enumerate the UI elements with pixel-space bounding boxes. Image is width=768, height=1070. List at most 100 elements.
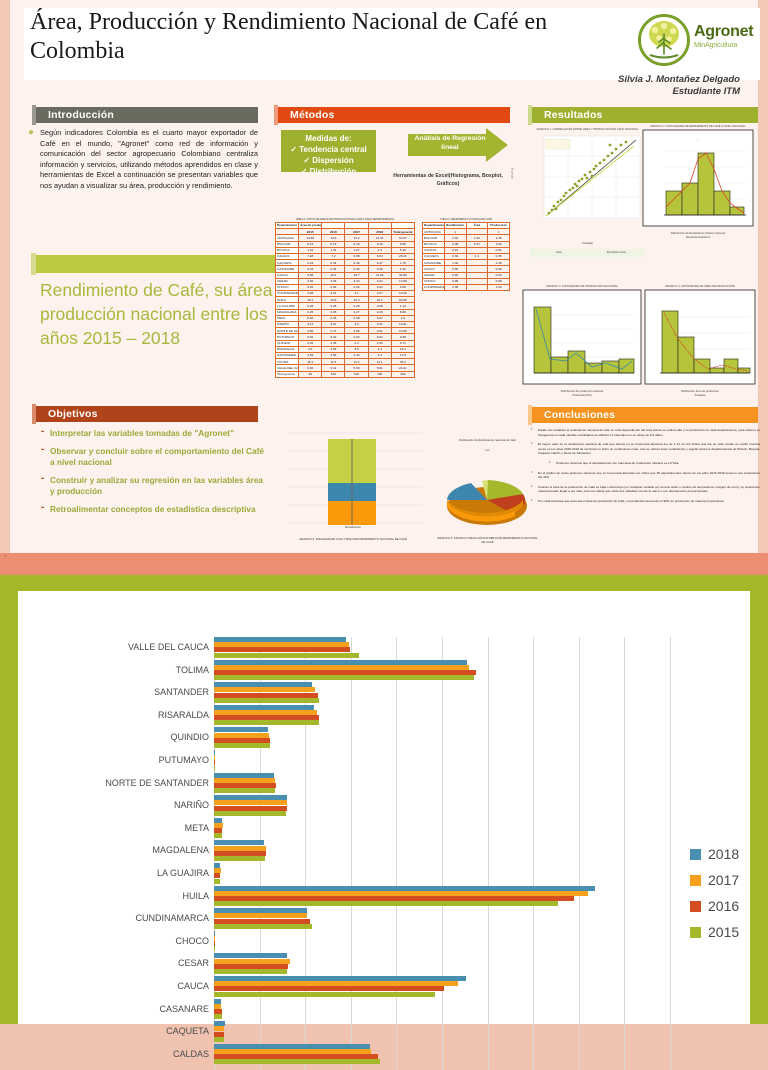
pie-title: Distribución de Rendimiento nacional de …	[459, 438, 516, 442]
scatter-caption: GRAFICO 1. CORRELACIÓN ENTRE ÁREA Y PROD…	[536, 128, 639, 131]
objetivos-list: Interpretar las variables tomadas de "Ag…	[40, 426, 264, 522]
list-item: Cuando el área de la producción de Café …	[530, 484, 760, 494]
list-item: El mayor valor en el rendimiento naciona…	[530, 441, 760, 456]
author-name: Silvia J. Montañez Delgado	[618, 74, 740, 85]
bar-2018	[214, 795, 288, 801]
category-label: VALLE DEL CAUCA	[127, 642, 209, 652]
section-header-resultados: Resultados	[528, 105, 758, 125]
category-label: CAUCA	[177, 981, 209, 991]
hist3-caption: GRAFICO 4. HISTOGRAMA DE ÁREA DE PRODUCC…	[665, 285, 735, 288]
list-item: Construir y analizar su regresión en las…	[40, 473, 264, 497]
section-header-conclusiones: Conclusiones	[528, 405, 758, 425]
chart-gridline	[305, 637, 307, 1070]
bar-2017	[214, 868, 221, 874]
category-label: CESAR	[177, 958, 209, 969]
list-item: Observar y concluir sobre el comportamie…	[40, 444, 264, 468]
bar-2017	[214, 777, 275, 783]
bar-2016	[214, 963, 289, 969]
hist2-title: Distribución de producción nacional	[560, 390, 604, 393]
category-label: PUTUMAYO	[158, 755, 209, 765]
bar-chart-canvas: VALLE DEL CAUCA TOLIMA SANTANDER RISARALDA Q…	[18, 591, 750, 1070]
bar-2016	[214, 986, 445, 992]
bar-2018	[214, 817, 223, 823]
table-row: Total general 99 100 100 100 400	[274, 370, 416, 378]
bar-2015	[214, 1014, 222, 1020]
table-cell: NORTE DE SANTANDER	[274, 327, 300, 335]
bar-2015	[214, 856, 266, 861]
measures-title: Medidas de:	[305, 134, 352, 143]
bar-2017	[214, 664, 470, 670]
bar-2018	[214, 659, 468, 665]
bar-2015	[214, 675, 474, 681]
bar-2016	[214, 850, 266, 856]
bar-2017	[214, 913, 308, 919]
bar-2016	[214, 873, 221, 879]
tabla-rendimiento: Departamento Rendimiento Área Producción ANT…	[422, 221, 510, 292]
bar-2017	[214, 710, 317, 715]
bar-2015	[214, 1036, 224, 1042]
scatter-legend-item: Pronóstico Área	[606, 251, 626, 254]
pie-caption: GRAFICO 6. GRAFICO CIRCULAR DISTRIBUCIÓN…	[437, 536, 538, 544]
bar-2018	[214, 953, 288, 959]
chart-legend: 2018 2017 2016 2015	[690, 846, 739, 950]
table-cell: CUNDINAMARCA	[274, 290, 300, 298]
category-label: RISARALDA	[157, 709, 209, 720]
legend-item: 2018	[690, 846, 739, 862]
table-cell	[465, 283, 489, 292]
bar-2018	[214, 930, 215, 936]
hist1-xlabel: Rendimiento(ha/ton)	[685, 236, 711, 239]
table-cell: 1.06	[443, 283, 467, 292]
bar-2018	[214, 998, 222, 1004]
bar-2017	[214, 800, 287, 806]
bar-2016	[214, 1009, 222, 1014]
category-label: CAQUETA	[166, 1026, 209, 1037]
category-label: LA GUAJIRA	[156, 868, 209, 878]
histogram-area: GRAFICO 4. HISTOGRAMA DE ÁREA DE PRODUCC…	[644, 285, 756, 397]
column-header: Producción	[487, 221, 510, 230]
hist3-title: Distribución Área de producción	[680, 390, 720, 393]
column-header: Área de producción en año	[298, 221, 323, 230]
slide-marker: ’	[5, 556, 7, 562]
tabla-areas-wrapper: TABLA 1. DATOS DE AREAS DE PRODUCCIÓN DE…	[274, 218, 416, 378]
legend-label: 2017	[708, 872, 740, 888]
bar-chart-panel: VALLE DEL CAUCA TOLIMA SANTANDER RISARALDA Q…	[0, 575, 768, 1070]
histogram-rendimiento: GRAFICO 2. HISTOGRAMA DE RENDIMIENTO DE …	[642, 125, 754, 239]
measure-item: ✓ Distribución	[300, 167, 357, 176]
bar-2017	[214, 823, 223, 828]
measure-item: ✓ Tendencia central	[290, 145, 367, 154]
category-label: MAGDALENA	[152, 845, 209, 856]
chart-gridline	[578, 637, 580, 1070]
divider-band	[0, 553, 768, 575]
category-label: SANTANDER	[154, 687, 209, 698]
category-label: CASANARE	[159, 1003, 209, 1014]
bar-2015	[214, 743, 271, 748]
measure-item: ✓ Dispersión	[303, 156, 354, 165]
bar-2015	[214, 652, 359, 658]
table-cell: MAGDALENA	[274, 308, 300, 316]
chart-gridline	[487, 637, 489, 1070]
category-label: META	[184, 822, 209, 833]
bar-2017	[214, 755, 215, 761]
table-cell: 100	[344, 370, 369, 378]
tabla1-caption: TABLA 1. DATOS DE AREAS DE PRODUCCIÓN DE…	[295, 218, 395, 221]
table-cell: 99	[298, 370, 323, 378]
chart-gridline	[533, 637, 535, 1070]
legend-label: 2015	[708, 924, 740, 940]
metodos-side-note: Fuente	[510, 168, 514, 179]
bar-2018	[214, 727, 268, 733]
author-affiliation: Estudiante ITM	[672, 86, 740, 97]
logo-wordmark: Agronet MinAgricultura	[694, 23, 754, 49]
bar-2018	[214, 908, 307, 914]
legend-label: 2018	[708, 846, 740, 862]
histogram-produccion: GRAFICO 3. HISTOGRAMA DE PRODUCCIÓN NACI…	[522, 285, 642, 397]
logo-name: Agronet	[694, 23, 754, 40]
bar-2017	[214, 981, 458, 987]
bar-2017	[214, 687, 316, 693]
metodos-tools-note: Herramientas de Excel(Histograma, Boxplo…	[393, 173, 503, 187]
bar-2016	[214, 647, 350, 653]
table-cell: 100	[321, 370, 346, 378]
bar-2017	[214, 845, 266, 851]
table-row: MAGDALENA 2.25 2.26 2.27 2.20 8.99	[274, 308, 416, 316]
